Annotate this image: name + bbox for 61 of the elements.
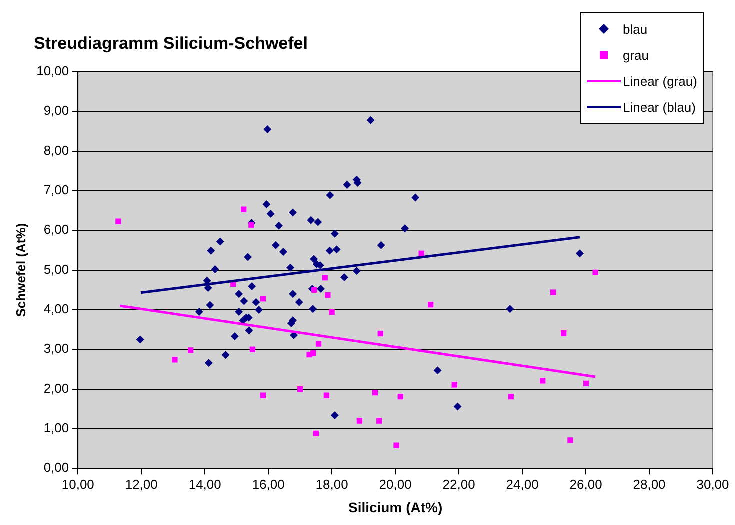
y-tick-label: 2,00 bbox=[44, 380, 70, 396]
point bbox=[248, 222, 254, 228]
point bbox=[324, 392, 330, 398]
point bbox=[260, 392, 266, 398]
point bbox=[188, 348, 194, 354]
point bbox=[316, 341, 322, 347]
point bbox=[540, 378, 546, 384]
point bbox=[260, 296, 266, 302]
x-tick-label: 26,00 bbox=[570, 476, 602, 492]
x-tick-label: 22,00 bbox=[442, 476, 476, 492]
point bbox=[378, 330, 384, 337]
x-tick-label: 14,00 bbox=[188, 476, 222, 492]
x-axis-title: Silicium (At%) bbox=[348, 499, 443, 516]
y-tick-label: 10,00 bbox=[36, 64, 70, 79]
x-tick-label: 10,00 bbox=[62, 476, 94, 492]
point bbox=[172, 357, 178, 363]
point bbox=[550, 290, 556, 296]
y-tick-label: 4,00 bbox=[44, 302, 70, 317]
legend-label: blau bbox=[623, 22, 648, 36]
legend-label: Linear (grau) bbox=[623, 74, 698, 88]
point bbox=[313, 430, 320, 437]
x-tick-label: 28,00 bbox=[633, 476, 666, 492]
point bbox=[325, 292, 331, 298]
y-tick-label: 8,00 bbox=[44, 142, 70, 158]
point bbox=[592, 270, 598, 276]
x-tick-label: 20,00 bbox=[379, 476, 412, 492]
x-tick-label: 30,00 bbox=[696, 476, 730, 492]
point bbox=[329, 310, 335, 316]
point bbox=[310, 350, 316, 356]
point bbox=[311, 287, 318, 293]
y-axis-title: Schwefel (At%) bbox=[13, 223, 28, 318]
point bbox=[394, 442, 400, 448]
x-tick-label: 24,00 bbox=[506, 476, 539, 492]
y-tick-label: 1,00 bbox=[44, 420, 70, 436]
point bbox=[372, 390, 378, 396]
point bbox=[452, 382, 458, 388]
point bbox=[356, 418, 363, 424]
point bbox=[508, 394, 514, 400]
x-tick-label: 16,00 bbox=[252, 476, 285, 492]
point bbox=[428, 302, 434, 308]
y-tick-label: 5,00 bbox=[44, 262, 70, 277]
y-tick-label: 3,00 bbox=[44, 341, 70, 356]
point bbox=[560, 330, 567, 336]
x-tick-label: 12,00 bbox=[125, 476, 158, 492]
point bbox=[584, 380, 590, 387]
point bbox=[376, 418, 382, 424]
y-tick-label: 0,00 bbox=[44, 460, 70, 476]
point bbox=[241, 206, 247, 212]
point bbox=[568, 438, 574, 444]
legend-label: grau bbox=[623, 48, 650, 62]
y-tick-label: 6,00 bbox=[44, 222, 70, 238]
y-tick-label: 7,00 bbox=[44, 182, 70, 198]
point bbox=[322, 275, 328, 281]
y-tick-label: 9,00 bbox=[44, 103, 70, 118]
point bbox=[116, 218, 122, 224]
x-tick-label: 18,00 bbox=[316, 476, 348, 492]
point bbox=[298, 386, 304, 392]
legend-label: Linear (blau) bbox=[623, 100, 696, 114]
chart-title: Streudiagramm Silicium-Schwefel bbox=[34, 34, 308, 54]
point bbox=[250, 346, 256, 352]
point bbox=[398, 394, 404, 400]
